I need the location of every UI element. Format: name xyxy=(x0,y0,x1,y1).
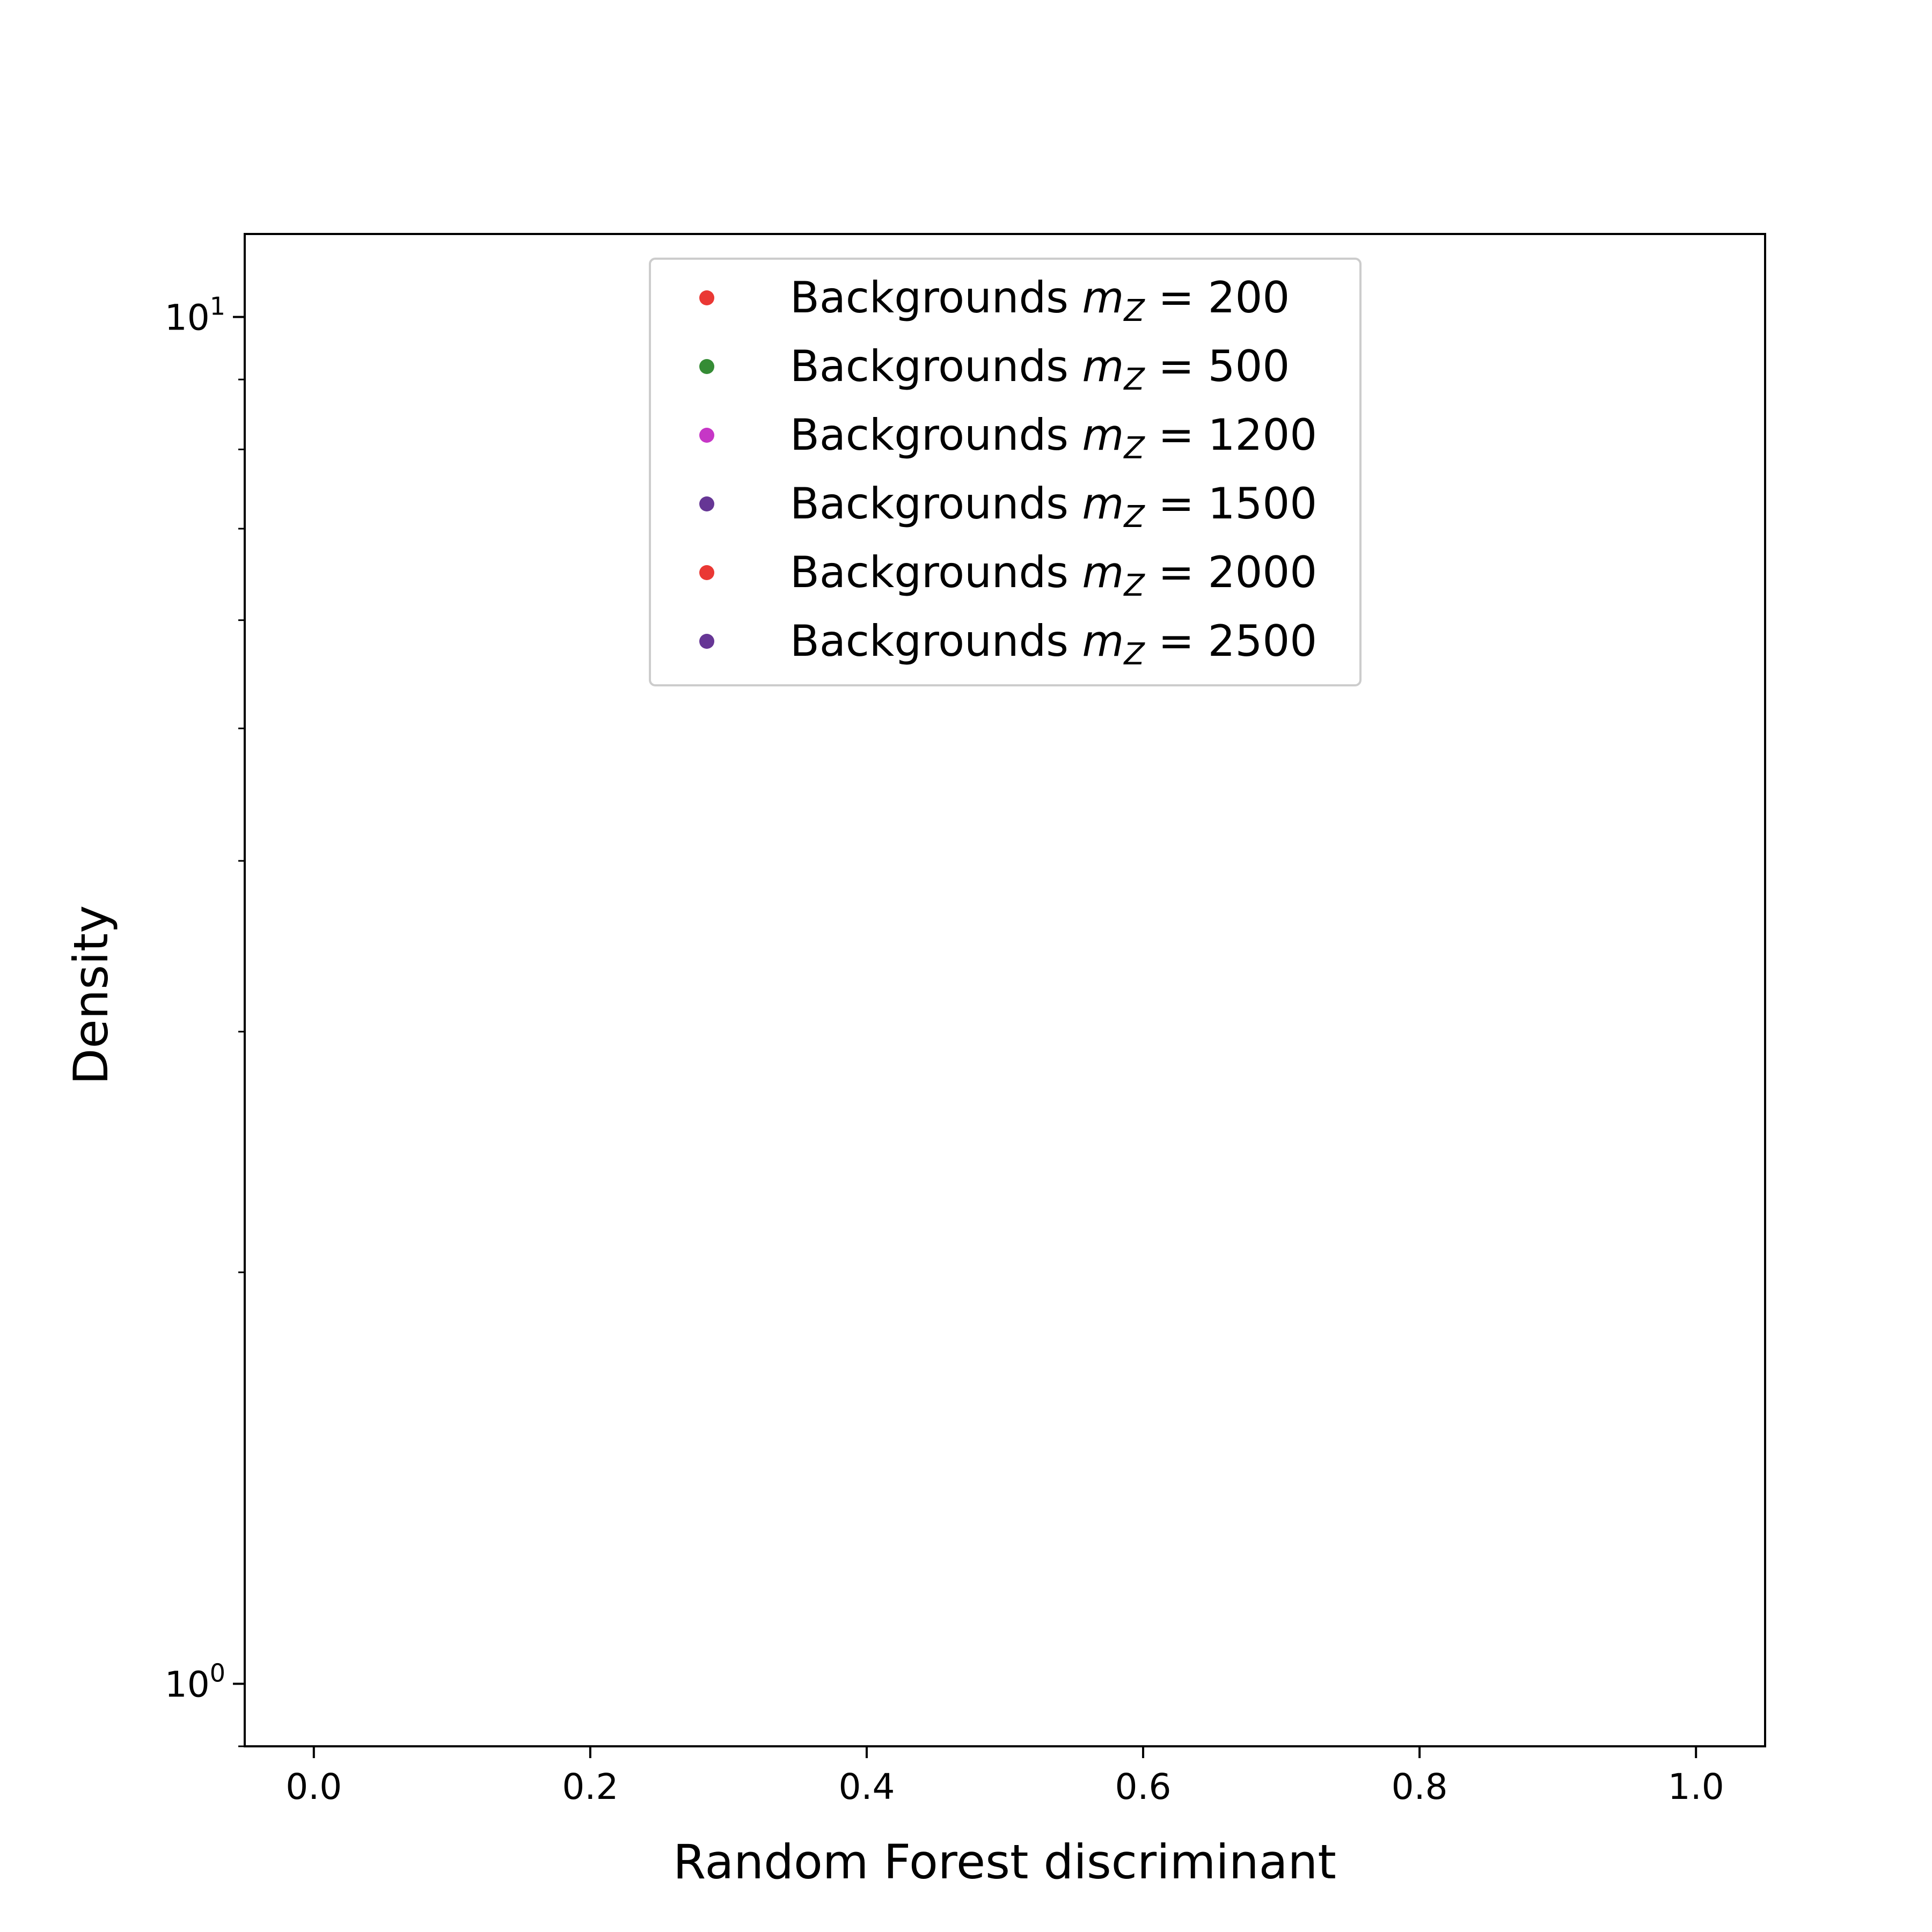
legend-label-symbol: m xyxy=(1082,410,1124,460)
legend-label-prefix: Backgrounds xyxy=(790,273,1082,323)
y-tick-exponent: 1 xyxy=(210,292,225,321)
y-tick-base: 10 xyxy=(165,297,210,339)
legend-label-prefix: Backgrounds xyxy=(790,479,1082,529)
legend-label-equals: = xyxy=(1145,479,1208,529)
legend-label-subscript: Z xyxy=(1123,500,1145,535)
legend-label-symbol: m xyxy=(1082,341,1124,391)
x-tick-label: 0.2 xyxy=(562,1766,618,1807)
legend-label-mass: 500 xyxy=(1208,341,1290,391)
x-tick-label: 0.0 xyxy=(286,1766,342,1807)
x-tick-label: 0.8 xyxy=(1392,1766,1448,1807)
legend-label-symbol: m xyxy=(1082,616,1124,666)
legend-label-mass: 200 xyxy=(1208,273,1290,323)
legend-label-symbol: m xyxy=(1082,273,1124,323)
legend-label-prefix: Backgrounds xyxy=(790,547,1082,597)
x-axis: 0.0 0.2 0.4 0.6 0.8 1.0 xyxy=(286,1746,1724,1807)
legend-marker xyxy=(699,359,714,374)
x-tick-label: 0.6 xyxy=(1115,1766,1172,1807)
x-tick-label: 1.0 xyxy=(1668,1766,1724,1807)
y-tick-base: 10 xyxy=(165,1664,210,1705)
legend-label-mass: 1500 xyxy=(1208,479,1318,529)
legend-label-subscript: Z xyxy=(1123,568,1145,603)
legend-label-prefix: Backgrounds xyxy=(790,616,1082,666)
legend-label-subscript: Z xyxy=(1123,637,1145,672)
legend-label-mass: 1200 xyxy=(1208,410,1318,460)
legend-label-symbol: m xyxy=(1082,479,1124,529)
legend-label: Backgrounds mZ = 2500 xyxy=(790,616,1317,672)
legend-label: Backgrounds mZ = 1200 xyxy=(790,410,1317,466)
y-tick-label: 100 xyxy=(165,1658,225,1705)
legend-marker xyxy=(699,496,714,511)
legend-frame xyxy=(649,258,1362,686)
legend-label-equals: = xyxy=(1145,616,1208,666)
x-tick-label: 0.4 xyxy=(838,1766,895,1807)
legend-label-symbol: m xyxy=(1082,547,1124,597)
legend-marker xyxy=(699,634,714,649)
legend-label-equals: = xyxy=(1145,273,1208,323)
legend-marker xyxy=(699,565,714,580)
legend-label: Backgrounds mZ = 200 xyxy=(790,273,1290,328)
x-axis-label: Random Forest discriminant xyxy=(673,1834,1336,1890)
legend-label-subscript: Z xyxy=(1123,294,1145,328)
legend-label: Backgrounds mZ = 2000 xyxy=(790,547,1317,603)
legend-label-subscript: Z xyxy=(1123,362,1145,397)
legend-label-equals: = xyxy=(1145,410,1208,460)
legend-label-mass: 2500 xyxy=(1208,616,1318,666)
legend-label-prefix: Backgrounds xyxy=(790,410,1082,460)
legend-marker xyxy=(699,290,714,305)
legend-label-prefix: Backgrounds xyxy=(790,341,1082,391)
legend-label: Backgrounds mZ = 500 xyxy=(790,341,1290,397)
legend-marker xyxy=(699,428,714,443)
legend-label: Backgrounds mZ = 1500 xyxy=(790,479,1317,535)
y-tick-exponent: 0 xyxy=(210,1658,225,1687)
y-tick-label: 101 xyxy=(165,292,225,339)
legend-label-mass: 2000 xyxy=(1208,547,1318,597)
y-axis-label: Density xyxy=(63,905,119,1085)
legend-label-equals: = xyxy=(1145,547,1208,597)
legend-label-subscript: Z xyxy=(1123,431,1145,466)
legend-label-equals: = xyxy=(1145,341,1208,391)
